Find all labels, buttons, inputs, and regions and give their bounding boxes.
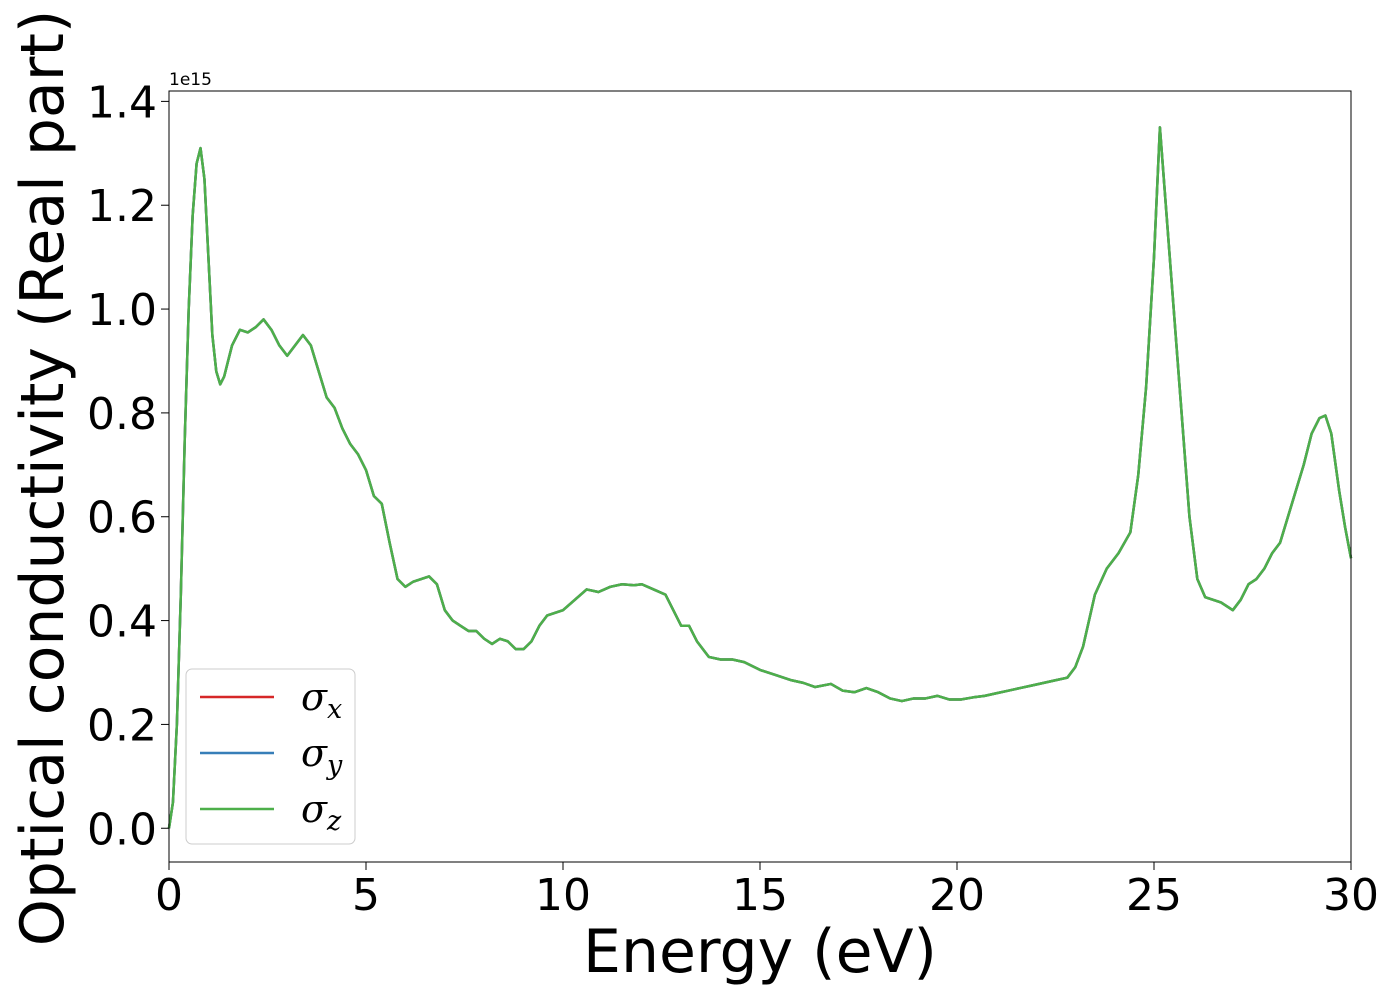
legend-subscript: z (326, 806, 342, 837)
y-tick-label: 1.2 (87, 181, 157, 232)
legend-symbol: σ (301, 675, 328, 719)
legend-label-sigma-z: σz (301, 787, 342, 837)
x-tick-label: 15 (732, 870, 788, 921)
y-tick-label: 0.4 (87, 597, 157, 648)
y-axis-ticks: 0.0 0.2 0.4 0.6 0.8 1.0 1.2 1.4 (87, 77, 169, 855)
legend-label-sigma-y: σy (301, 731, 343, 781)
legend-symbol: σ (301, 731, 328, 775)
y-tick-label: 0.6 (87, 493, 157, 544)
y-offset-text: 1e15 (169, 70, 212, 90)
x-axis-ticks: 0 5 10 15 20 25 30 (155, 862, 1379, 921)
x-tick-label: 5 (352, 870, 380, 921)
x-tick-label: 25 (1126, 870, 1182, 921)
x-tick-label: 0 (155, 870, 183, 921)
x-tick-label: 20 (929, 870, 985, 921)
y-tick-label: 0.8 (87, 389, 157, 440)
legend-box (185, 668, 356, 845)
x-axis-label: Energy (eV) (583, 917, 937, 987)
y-tick-label: 1.0 (87, 285, 157, 336)
y-tick-label: 1.4 (87, 77, 157, 128)
x-tick-label: 30 (1323, 870, 1379, 921)
series-line-sigma-z (167, 126, 1353, 829)
x-tick-label: 10 (535, 870, 591, 921)
y-tick-label: 0.2 (87, 700, 157, 751)
legend-subscript: x (327, 694, 342, 725)
series-lines (167, 126, 1353, 829)
legend-label-sigma-x: σx (301, 675, 342, 725)
legend-subscript: y (326, 750, 343, 781)
y-axis-label: Optical conductivity (Real part) (8, 10, 78, 947)
y-tick-label: 0.0 (87, 804, 157, 855)
legend-symbol: σ (301, 787, 328, 831)
